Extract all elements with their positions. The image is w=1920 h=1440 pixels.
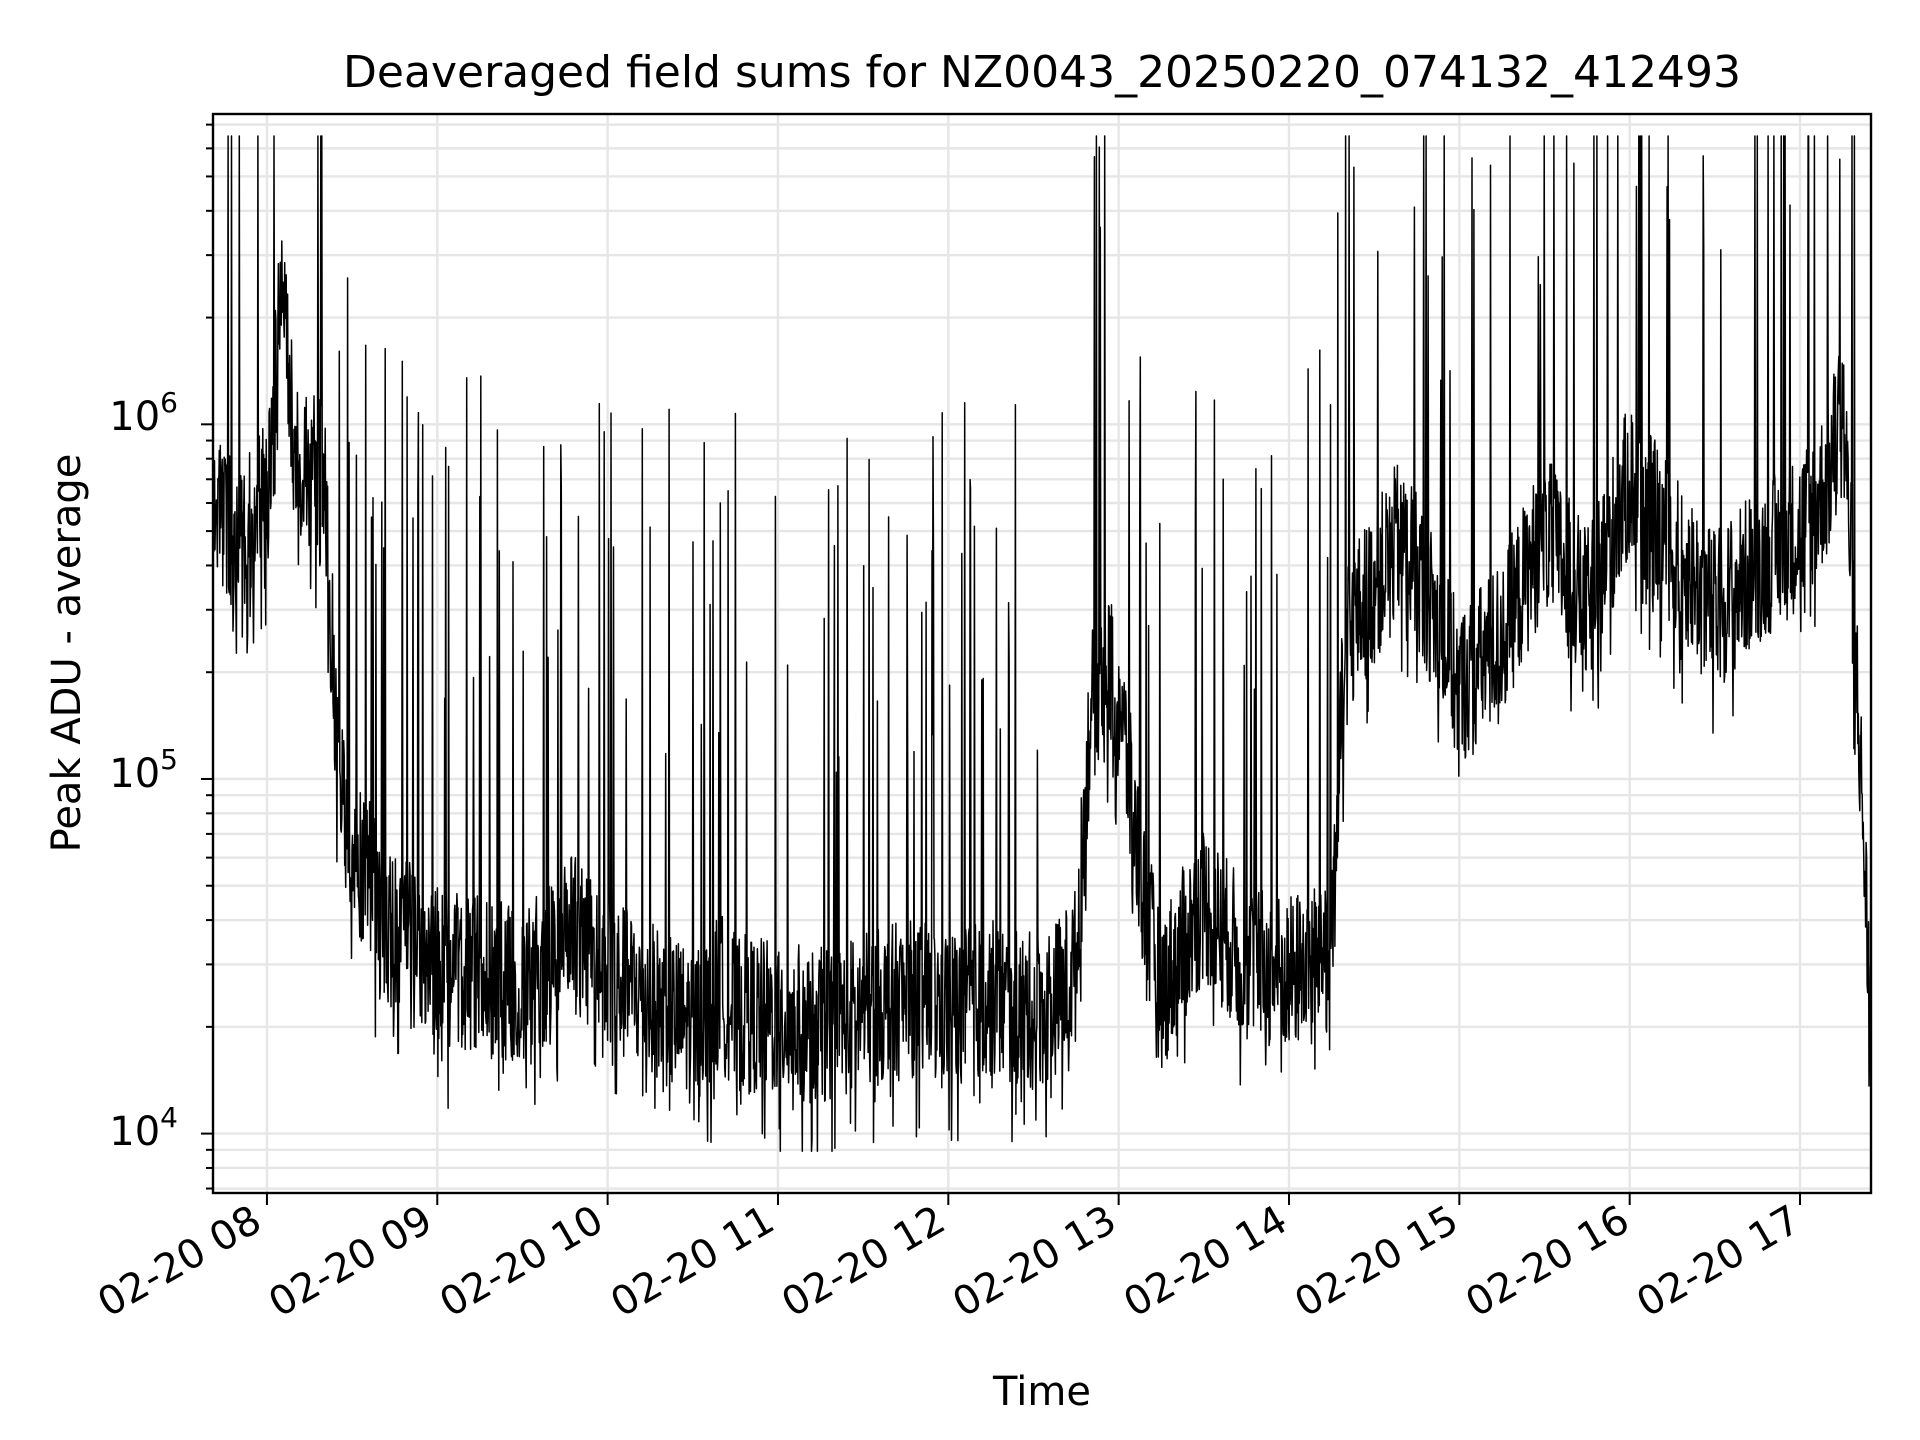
y-tick-label: 104 bbox=[109, 1101, 178, 1155]
plot-frame bbox=[211, 112, 1873, 1195]
x-tick-label: 02-20 12 bbox=[774, 1197, 953, 1327]
x-tick-label: 02-20 15 bbox=[1287, 1197, 1466, 1327]
x-tick-label: 02-20 11 bbox=[603, 1197, 782, 1327]
x-tick-label: 02-20 13 bbox=[945, 1197, 1124, 1327]
y-tick-label: 105 bbox=[109, 743, 178, 797]
chart-title: Deaveraged field sums for NZ0043_2025022… bbox=[343, 47, 1741, 98]
x-tick-labels: 02-20 08 02-20 09 02-20 10 02-20 11 02-2… bbox=[90, 1197, 1808, 1327]
x-tick-label: 02-20 16 bbox=[1458, 1197, 1637, 1327]
x-tick-label: 02-20 08 bbox=[90, 1197, 269, 1327]
x-tick-label: 02-20 14 bbox=[1116, 1197, 1295, 1327]
x-axis-label: Time bbox=[992, 1369, 1091, 1415]
y-axis-label: Peak ADU - average bbox=[44, 454, 90, 853]
x-tick-label: 02-20 09 bbox=[261, 1197, 440, 1327]
y-tick-label: 106 bbox=[109, 386, 178, 440]
x-tick-label: 02-20 17 bbox=[1629, 1197, 1808, 1327]
x-tick-label: 02-20 10 bbox=[432, 1197, 611, 1327]
series-line bbox=[212, 135, 1872, 1153]
ticks bbox=[201, 123, 1802, 1205]
